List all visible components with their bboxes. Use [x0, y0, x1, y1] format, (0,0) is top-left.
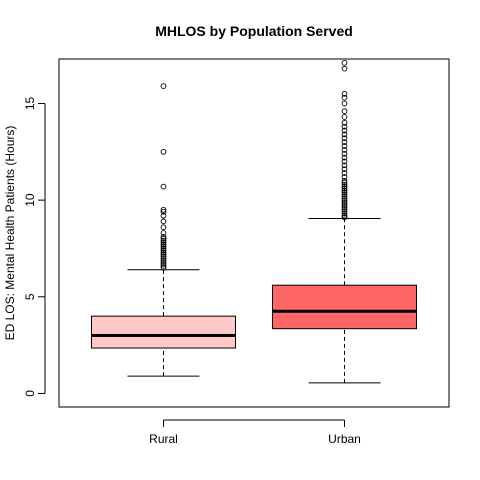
outlier-point: [341, 189, 348, 196]
y-tick-label: 10: [23, 193, 37, 207]
outlier-point: [341, 65, 348, 72]
outlier-point: [341, 199, 348, 205]
outlier-point: [341, 143, 348, 149]
outlier-point: [160, 183, 167, 190]
chart-title: MHLOS by Population Served: [155, 23, 353, 39]
boxes: [91, 60, 417, 384]
outlier-point: [341, 179, 348, 186]
outlier-point: [160, 245, 167, 252]
outlier-point: [341, 193, 348, 200]
y-axis-label: ED LOS: Mental Health Patients (Hours): [3, 126, 17, 341]
outlier-point: [341, 158, 348, 165]
outlier-point: [160, 237, 167, 244]
outlier-point: [160, 234, 167, 240]
outlier-point: [341, 170, 348, 176]
outlier-point: [160, 264, 167, 271]
outlier-point: [160, 255, 167, 261]
outlier-point: [160, 243, 167, 250]
box-group: [91, 83, 236, 377]
outlier-point: [160, 206, 167, 213]
outlier-point: [341, 210, 348, 217]
outlier-point: [341, 114, 348, 120]
outlier-point: [341, 208, 348, 215]
outlier-point: [341, 131, 348, 138]
outlier-point: [341, 187, 348, 194]
y-tick-label: 0: [23, 390, 37, 397]
outlier-point: [160, 212, 167, 219]
outlier-point: [341, 123, 348, 130]
outlier-point: [341, 94, 348, 101]
outlier-point: [160, 148, 167, 155]
outlier-point: [160, 257, 167, 263]
outlier-point: [160, 251, 167, 258]
outlier-point: [160, 263, 167, 269]
outlier-point: [341, 203, 348, 209]
outlier-point: [160, 249, 167, 256]
outlier-point: [160, 218, 167, 225]
outlier-point: [160, 235, 167, 242]
outlier-point: [341, 135, 348, 142]
outlier-point: [341, 206, 348, 213]
outlier-point: [341, 139, 348, 145]
outlier-point: [341, 183, 348, 190]
iqr-box: [91, 315, 236, 349]
outlier-point: [341, 201, 348, 207]
outlier-point: [341, 197, 348, 203]
outlier-point: [341, 191, 348, 198]
outlier-point: [341, 166, 348, 173]
box-group: [272, 60, 417, 384]
y-axis: 0 5 10 15: [23, 96, 46, 397]
x-axis: Rural Urban: [149, 419, 361, 446]
outlier-point: [341, 119, 348, 126]
outlier-point: [341, 162, 348, 169]
outlier-point: [341, 214, 348, 221]
x-tick-label: Urban: [328, 432, 361, 446]
outlier-point: [341, 174, 348, 180]
outlier-point: [341, 127, 348, 134]
y-tick-label: 5: [23, 293, 37, 300]
outlier-point: [160, 83, 167, 89]
outlier-point: [160, 259, 167, 265]
outlier-point: [160, 261, 167, 267]
iqr-box: [272, 284, 417, 330]
x-tick-label: Rural: [149, 432, 178, 446]
outlier-point: [341, 212, 348, 219]
outlier-point: [341, 185, 348, 192]
outlier-point: [341, 195, 348, 202]
outlier-point: [160, 239, 167, 246]
outlier-point: [341, 177, 348, 184]
outlier-point: [160, 208, 167, 215]
outlier-point: [341, 90, 348, 97]
outlier-point: [160, 230, 167, 236]
outlier-point: [341, 181, 348, 188]
plot-frame: [58, 58, 450, 408]
outlier-point: [160, 241, 167, 248]
outlier-point: [341, 60, 348, 66]
outlier-point: [341, 108, 348, 115]
outlier-point: [341, 154, 348, 161]
outlier-point: [341, 100, 348, 107]
outlier-point: [160, 224, 167, 231]
outlier-point: [341, 150, 348, 157]
y-tick-label: 15: [23, 96, 37, 110]
outlier-point: [160, 253, 167, 260]
outlier-point: [160, 247, 167, 254]
outlier-point: [341, 205, 348, 211]
outlier-point: [341, 147, 348, 153]
